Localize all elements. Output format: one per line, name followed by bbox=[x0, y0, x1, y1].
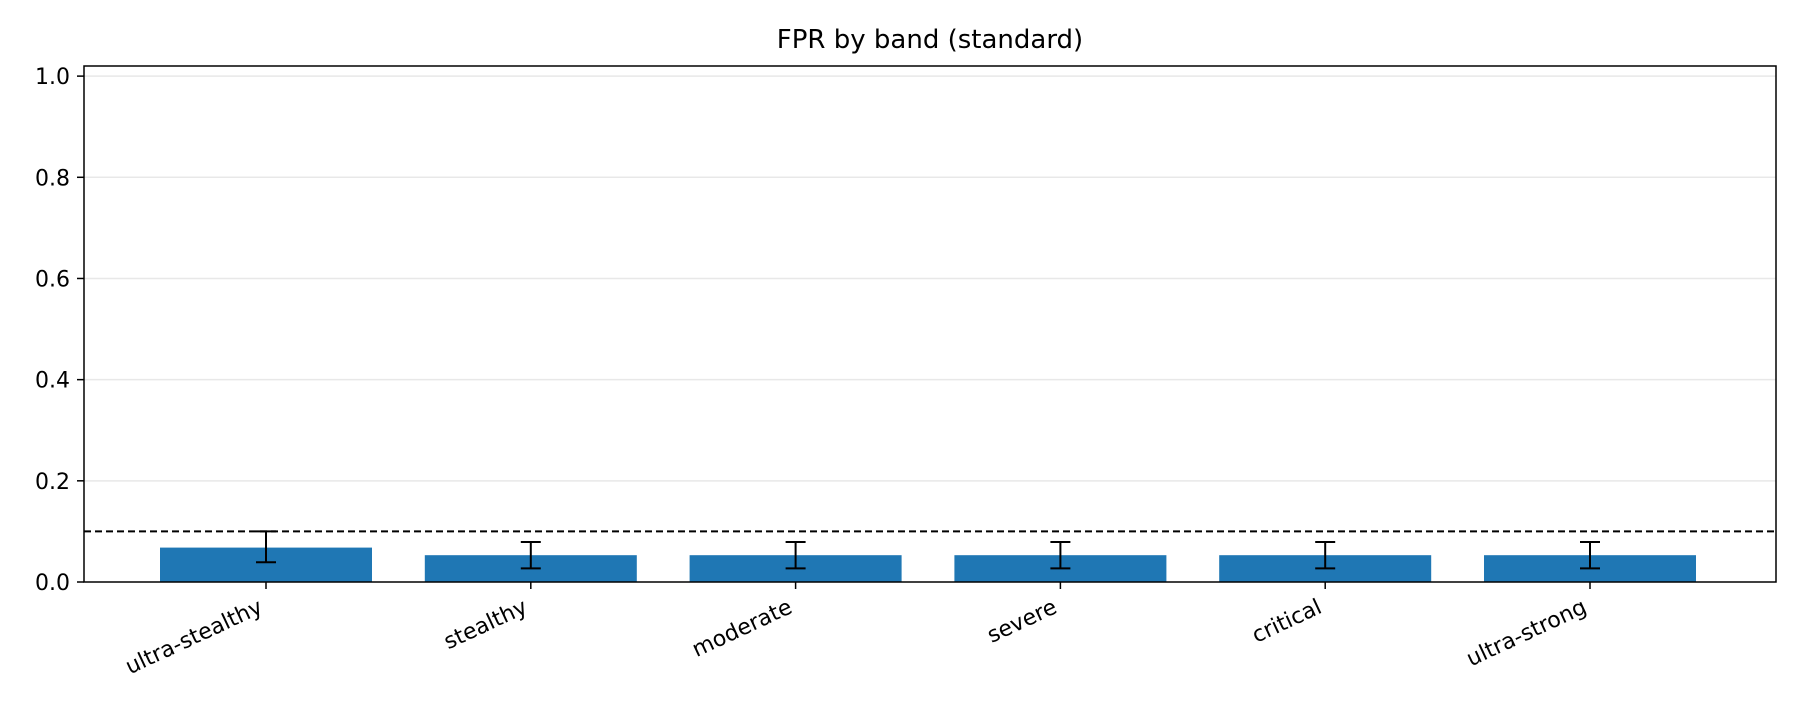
y-axis: 0.0 0.2 0.4 0.6 0.8 1.0 bbox=[35, 65, 84, 596]
x-tick-label: ultra-stealthy bbox=[122, 595, 267, 680]
x-tick-label: critical bbox=[1248, 595, 1325, 649]
y-tick-label: 1.0 bbox=[35, 65, 70, 90]
y-tick-label: 0.4 bbox=[35, 369, 70, 394]
grid-lines bbox=[84, 75, 1776, 482]
x-axis: ultra-stealthy stealthy moderate severe crit… bbox=[122, 582, 1591, 680]
x-tick-label: severe bbox=[984, 595, 1061, 649]
y-tick-label: 0.8 bbox=[35, 166, 70, 191]
error-bars bbox=[256, 530, 1600, 570]
x-tick-label: stealthy bbox=[440, 595, 531, 655]
y-tick-label: 0.0 bbox=[35, 571, 70, 596]
plot-frame bbox=[83, 65, 1777, 583]
x-tick-label: ultra-strong bbox=[1463, 595, 1591, 672]
y-tick-label: 0.6 bbox=[35, 267, 70, 292]
y-tick-label: 0.2 bbox=[35, 470, 70, 495]
bars bbox=[160, 547, 1696, 582]
chart-title: FPR by band (standard) bbox=[777, 25, 1083, 55]
x-tick-label: moderate bbox=[689, 595, 797, 663]
